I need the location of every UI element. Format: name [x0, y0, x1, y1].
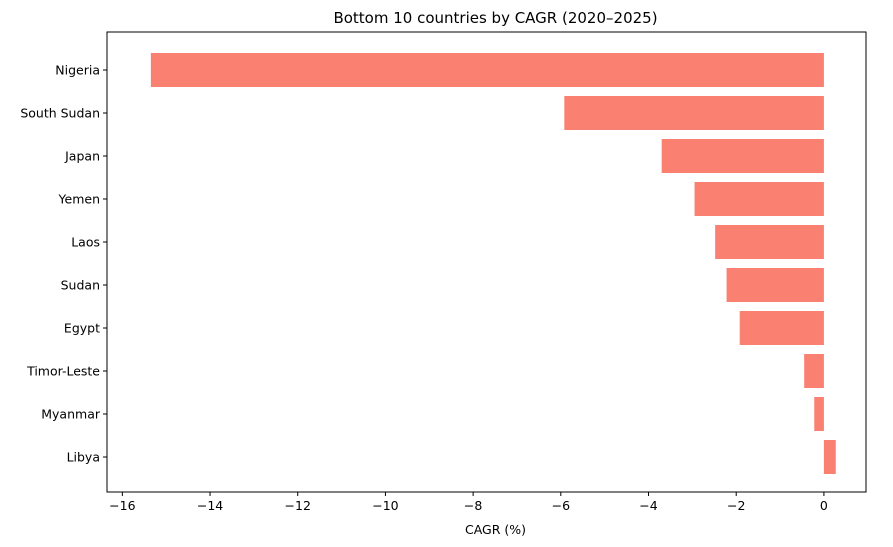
x-tick-label: −16: [109, 498, 135, 513]
bar-south-sudan: [564, 96, 824, 130]
x-axis-label: CAGR (%): [465, 522, 526, 537]
y-tick-label: Japan: [64, 149, 100, 164]
x-tick-label: −12: [285, 498, 311, 513]
bar-timor-leste: [804, 354, 824, 388]
bar-libya: [823, 440, 836, 474]
y-tick-label: Myanmar: [41, 407, 101, 422]
x-tick-label: −4: [639, 498, 657, 513]
x-tick-label: 0: [820, 498, 828, 513]
y-tick-label: Nigeria: [55, 63, 100, 78]
bar-laos: [715, 225, 824, 259]
y-tick-label: Timor-Leste: [26, 364, 100, 379]
y-tick-label: Laos: [71, 235, 100, 250]
bar-egypt: [739, 311, 824, 345]
x-axis-ticks: −16 −14 −12 −10 −8 −6 −4 −2 0: [109, 492, 828, 513]
chart-title: Bottom 10 countries by CAGR (2020–2025): [333, 9, 657, 27]
y-tick-label: Egypt: [64, 321, 100, 336]
x-tick-label: −14: [197, 498, 223, 513]
y-tick-label: Sudan: [61, 278, 100, 293]
y-tick-label: Yemen: [58, 192, 100, 207]
bars-group: [150, 53, 836, 474]
x-tick-label: −8: [464, 498, 482, 513]
bar-japan: [661, 139, 824, 173]
plot-frame: [106, 31, 867, 493]
bar-nigeria: [150, 53, 824, 87]
x-tick-label: −10: [372, 498, 398, 513]
bar-yemen: [694, 182, 824, 216]
y-axis-ticks: Nigeria South Sudan Japan Yemen Laos Sudan Egy…: [20, 63, 107, 465]
y-tick-label: South Sudan: [20, 106, 100, 121]
x-tick-label: −6: [552, 498, 570, 513]
x-tick-label: −2: [727, 498, 745, 513]
bar-myanmar: [814, 397, 824, 431]
bar-sudan: [726, 268, 824, 302]
y-tick-label: Libya: [67, 450, 100, 465]
